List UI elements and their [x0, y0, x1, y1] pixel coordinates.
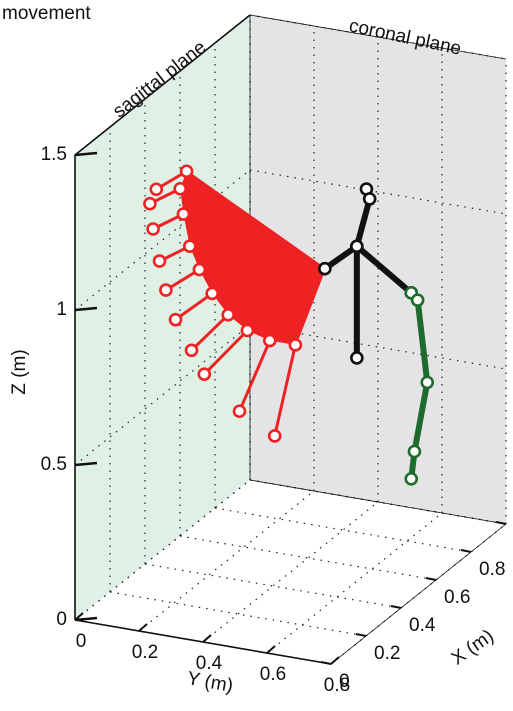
tick-mark [355, 633, 367, 637]
tick-mark [460, 549, 472, 553]
data-point [197, 367, 212, 382]
tick-mark [202, 634, 212, 643]
tick-mark [74, 461, 98, 467]
forearm-line [273, 344, 297, 437]
arm-area [180, 171, 325, 345]
data-point [179, 164, 194, 179]
y-tick-label: 0.2 [132, 642, 158, 663]
upperarm-line [227, 267, 326, 316]
data-point [410, 293, 425, 307]
z-axis-label: Z (m) [9, 349, 30, 394]
tick-mark [74, 616, 98, 622]
tick-mark [138, 623, 148, 632]
tick-mark [74, 306, 98, 312]
data-point [407, 444, 422, 459]
data-point [149, 182, 164, 197]
chart-title: movement [2, 3, 91, 24]
data-point [262, 333, 277, 348]
y-tick-label: 0.8 [324, 675, 350, 696]
data-point [350, 239, 364, 254]
x-tick-label: 0.4 [409, 615, 436, 636]
upperarm-line [183, 213, 326, 270]
z-tick-label: 1 [56, 299, 67, 320]
data-point [267, 429, 282, 443]
data-point [205, 286, 219, 301]
y-tick-label: 0 [76, 631, 87, 652]
grid-line [109, 591, 367, 637]
sagittal-wall [75, 15, 250, 620]
data-point [420, 375, 435, 390]
z-tick-label: 0 [56, 609, 67, 630]
axis-line [330, 523, 507, 665]
data-point [173, 181, 187, 196]
data-point [152, 254, 167, 268]
upperarm-line [246, 267, 326, 332]
axis-line [249, 14, 507, 60]
tick-mark [320, 661, 332, 665]
data-point [183, 239, 197, 253]
upperarm-line [269, 268, 326, 342]
upperarm-line [199, 267, 325, 271]
tick-mark [425, 577, 437, 581]
upperarm-line [186, 170, 326, 270]
data-point [350, 351, 364, 365]
data-point [143, 196, 157, 211]
grid-line [144, 563, 402, 609]
x-tick-label: 0.8 [479, 559, 505, 580]
x-axis-label: X (m) [448, 626, 498, 670]
upperarm-line [211, 267, 326, 295]
y-tick-label: 0.4 [196, 653, 223, 674]
upperarm-line [189, 245, 326, 270]
tick-mark [74, 151, 98, 157]
tick-mark [266, 645, 276, 654]
upperarm-line [294, 268, 326, 346]
data-point [192, 262, 207, 277]
y-tick-label: 0.6 [260, 664, 286, 685]
tick-mark [390, 605, 402, 609]
forearm-line [238, 339, 272, 412]
forearm-line [190, 313, 230, 352]
x-tick-label: 0.2 [374, 643, 400, 664]
data-point [221, 307, 235, 322]
forearm-line [203, 329, 249, 376]
grid-line [179, 535, 437, 581]
z-tick-label: 1.5 [41, 144, 67, 165]
data-point [168, 312, 183, 327]
grid-line [214, 507, 472, 553]
data-point [362, 192, 377, 206]
z-tick-label: 0.5 [41, 454, 67, 475]
data-point [240, 323, 255, 338]
y-axis-label: Y (m) [186, 668, 235, 697]
tick-mark [330, 656, 340, 665]
x-tick-label: 0.6 [444, 587, 470, 608]
data-point [318, 261, 332, 276]
forearm-line [174, 292, 214, 321]
data-point [176, 207, 191, 221]
data-point [232, 404, 247, 419]
upperarm-line [179, 187, 326, 270]
data-point [146, 222, 160, 236]
data-point [404, 472, 419, 486]
x-tick-label: 0 [339, 671, 350, 692]
axis-line [74, 14, 251, 156]
data-point [288, 338, 303, 352]
data-point [184, 343, 199, 358]
data-point [159, 283, 173, 297]
tick-mark [495, 521, 507, 525]
axis-line [249, 479, 507, 525]
tick-mark [74, 612, 84, 621]
grid-line [202, 501, 379, 643]
